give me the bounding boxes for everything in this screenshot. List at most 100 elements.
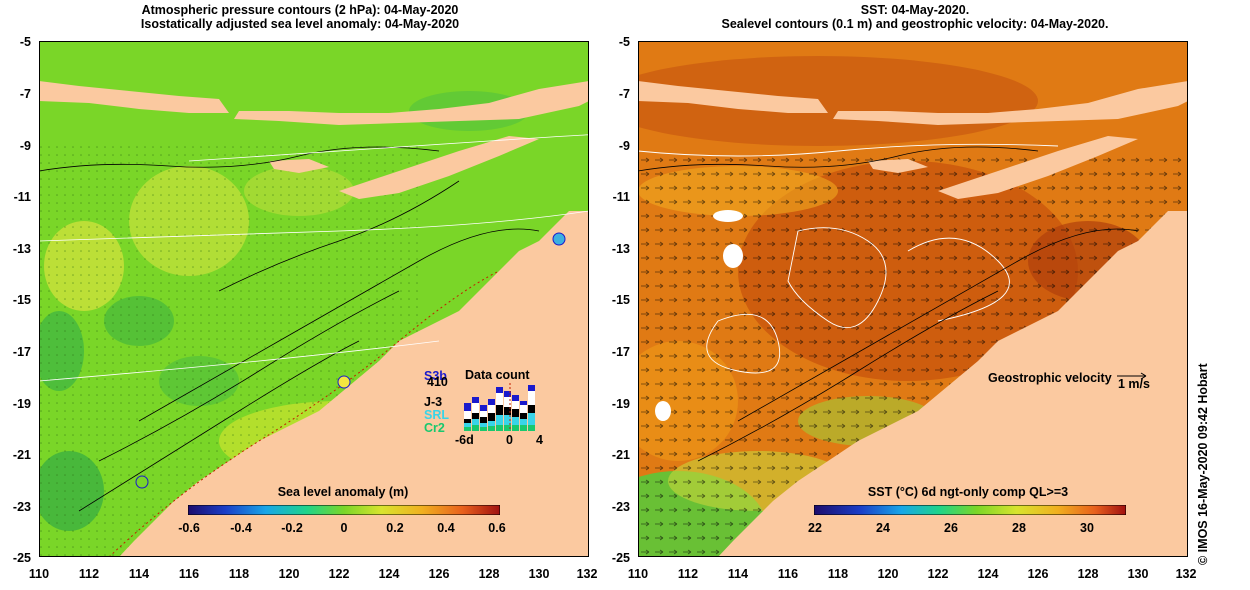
data-count-bars [464,383,535,431]
sla-map [39,41,589,557]
data-count-tick: -6d [455,433,474,447]
y-tick-label: -25 [611,551,630,565]
x-tick-label: 116 [777,567,799,581]
y-tick-label: -21 [12,448,31,462]
satellite-label-j3: J-3 [424,395,443,409]
pressure-contour [188,134,589,162]
timor-island [938,136,1138,199]
map-frame [39,41,589,557]
y-tick-label: -19 [611,397,630,411]
sla-colorbar-tick: -0.2 [281,521,303,535]
x-tick-label: 118 [827,567,849,581]
data-count-bar [512,395,519,431]
y-tick-label: -21 [611,448,630,462]
data-count-bar [472,397,479,431]
y-tick-label: -23 [12,500,31,514]
sst-colorbar-tick: 22 [808,521,822,535]
cloud-mask [723,244,743,268]
x-tick-label: 130 [528,567,550,581]
x-tick-label: 110 [28,567,50,581]
sla-colorbar-tick: 0.4 [437,521,455,535]
sla-colorbar-tick: 0 [340,521,348,535]
sla-colorbar-tick: 0.2 [386,521,404,535]
tide-gauge-marker[interactable] [552,232,566,246]
left-title-line1: Atmospheric pressure contours (2 hPa): 0… [141,3,459,17]
sealevel-contour [787,227,887,329]
satellite-label-cr2: Cr2 [424,421,445,435]
right-title: SST: 04-May-2020. Sealevel contours (0.1… [640,3,1190,31]
bathymetry-contour [697,290,999,462]
y-tick-label: -11 [612,190,630,204]
y-tick-label: -7 [618,87,630,101]
y-tick-label: -25 [12,551,31,565]
map-frame [638,41,1188,557]
cloud-mask [655,401,671,421]
y-tick-label: -13 [12,242,31,256]
bathymetry-contour [39,146,440,172]
sla-colorbar-tick: -0.6 [178,521,200,535]
data-count-bar [464,403,471,431]
y-tick-label: -9 [19,139,31,153]
data-count-bar [504,391,511,431]
bathymetry-contour [78,340,360,512]
y-tick-label: -13 [611,242,630,256]
australia-mainland [119,221,589,557]
x-tick-label: 110 [627,567,649,581]
lesser-sunda-islands [234,81,589,125]
y-tick-label: -17 [611,345,630,359]
sumba-island [868,159,928,173]
data-count-bar [480,405,487,431]
data-count-bar [488,399,495,431]
sla-colorbar [188,505,500,515]
tide-gauge-marker[interactable] [337,375,351,389]
sla-colorbar-label: Sea level anomaly (m) [277,485,409,499]
right-title-line1: SST: 04-May-2020. [860,3,970,17]
pressure-contour [39,340,440,382]
sst-colorbar-tick: 30 [1080,521,1094,535]
x-tick-label: 116 [178,567,200,581]
x-tick-label: 112 [78,567,100,581]
sst-colorbar-tick: 28 [1012,521,1026,535]
sealevel-contour [706,313,780,374]
data-count-bar [528,385,535,431]
x-tick-label: 126 [428,567,450,581]
x-tick-label: 124 [977,567,999,581]
satellite-label-s3b: S3b [424,369,447,383]
satellite-label-srl: SRL [424,408,449,422]
x-tick-label: 128 [1077,567,1099,581]
x-tick-label: 120 [877,567,899,581]
imos-credit: © IMOS 16-May-2020 09:42 Hobart [1196,363,1210,565]
satellite-label-410: 410 [427,375,448,389]
y-tick-label: -17 [12,345,31,359]
left-title: Atmospheric pressure contours (2 hPa): 0… [60,3,540,31]
x-tick-label: 128 [478,567,500,581]
data-count-bar [496,387,503,431]
y-tick-label: -15 [12,293,31,307]
x-tick-label: 120 [278,567,300,581]
data-count-tick: 4 [536,433,543,447]
y-tick-label: -19 [12,397,31,411]
sst-map [638,41,1188,557]
y-tick-label: -23 [611,500,630,514]
java-island [39,81,229,113]
y-tick-label: -5 [618,35,630,49]
left-title-line2: Isostatically adjusted sea level anomaly… [140,17,460,31]
x-tick-label: 114 [128,567,150,581]
bathymetry-contour [218,180,460,292]
bathymetry-contour [138,228,540,422]
x-tick-label: 112 [677,567,699,581]
sst-colorbar-label: SST (°C) 6d ngt-only comp QL>=3 [867,485,1069,499]
y-tick-label: -11 [13,190,31,204]
australia-mainland [718,221,1188,557]
x-tick-label: 132 [576,567,598,581]
sealevel-contour [907,237,1010,322]
tide-gauge-marker[interactable] [135,475,149,489]
pressure-contour [39,210,589,242]
sealevel-contour [638,143,1059,157]
sst-colorbar-tick: 26 [944,521,958,535]
java-island [638,81,828,113]
kimberley-coast [539,211,589,241]
velocity-legend-unit: 1 m/s [1118,377,1150,391]
x-tick-label: 118 [228,567,250,581]
timor-island [339,136,539,199]
